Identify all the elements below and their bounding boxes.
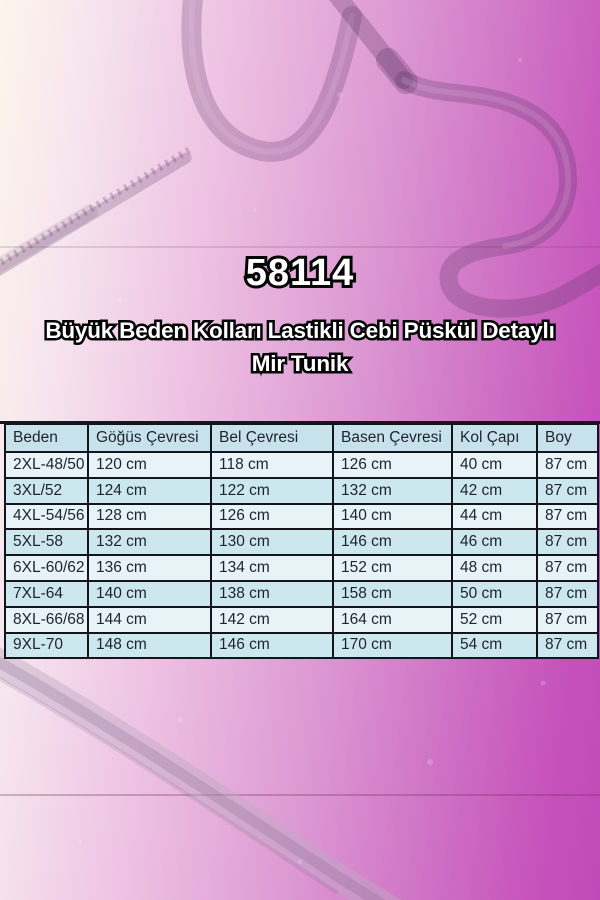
column-header: Basen Çevresi: [332, 423, 453, 453]
size-cell: 2XL-48/50: [4, 451, 89, 479]
size-cell: 48 cm: [451, 554, 538, 582]
size-cell: 142 cm: [210, 605, 334, 634]
size-cell: 134 cm: [210, 554, 334, 582]
product-title: Büyük Beden Kolları Lastikli Cebi Püskül…: [0, 314, 600, 380]
table-top-rule: [0, 421, 600, 424]
size-cell: 122 cm: [210, 476, 334, 505]
size-cell: 118 cm: [210, 451, 334, 479]
table-row: 5XL-58 132 cm 130 cm 146 cm 46 cm 87 cm: [4, 528, 599, 557]
size-cell: 42 cm: [451, 476, 538, 505]
size-table: Beden Göğüs Çevresi Bel Çevresi Basen Çevre…: [4, 423, 599, 660]
size-cell: 87 cm: [536, 476, 599, 505]
table-row: 3XL/52 124 cm 122 cm 132 cm 42 cm 87 cm: [4, 476, 599, 505]
size-cell: 40 cm: [451, 451, 538, 479]
size-cell: 3XL/52: [4, 476, 89, 505]
size-cell: 130 cm: [210, 528, 334, 557]
size-cell: 132 cm: [332, 476, 453, 505]
column-header: Bel Çevresi: [210, 423, 334, 453]
table-row: 9XL-70 148 cm 146 cm 170 cm 54 cm 87 cm: [4, 631, 599, 660]
column-header: Beden: [4, 423, 89, 453]
column-header: Kol Çapı: [451, 423, 538, 453]
product-title-line2: Mir Tunik: [249, 349, 351, 379]
table-row: 6XL-60/62 136 cm 134 cm 152 cm 48 cm 87 cm: [4, 554, 599, 582]
size-cell: 132 cm: [87, 528, 212, 557]
size-cell: 87 cm: [536, 502, 599, 531]
size-cell: 140 cm: [332, 502, 453, 531]
size-cell: 87 cm: [536, 631, 599, 660]
size-cell: 146 cm: [210, 631, 334, 660]
size-cell: 128 cm: [87, 502, 212, 531]
size-cell: 146 cm: [332, 528, 453, 557]
product-code: 58114: [243, 249, 357, 297]
size-cell: 4XL-54/56: [4, 502, 89, 531]
title-block: 58114 Büyük Beden Kolları Lastikli Cebi …: [0, 249, 600, 380]
size-cell: 52 cm: [451, 605, 538, 634]
size-cell: 164 cm: [332, 605, 453, 634]
size-cell: 126 cm: [210, 502, 334, 531]
product-title-line1: Büyük Beden Kolları Lastikli Cebi Püskül…: [43, 316, 557, 346]
size-cell: 87 cm: [536, 528, 599, 557]
size-cell: 46 cm: [451, 528, 538, 557]
table-row: 7XL-64 140 cm 138 cm 158 cm 50 cm 87 cm: [4, 579, 599, 608]
size-table-wrap: Beden Göğüs Çevresi Bel Çevresi Basen Çevre…: [4, 423, 599, 660]
size-cell: 87 cm: [536, 579, 599, 608]
size-cell: 44 cm: [451, 502, 538, 531]
size-cell: 152 cm: [332, 554, 453, 582]
header-row: Beden Göğüs Çevresi Bel Çevresi Basen Çevre…: [4, 423, 599, 453]
size-cell: 138 cm: [210, 579, 334, 608]
table-row: 8XL-66/68 144 cm 142 cm 164 cm 52 cm 87 cm: [4, 605, 599, 634]
size-cell: 158 cm: [332, 579, 453, 608]
size-cell: 50 cm: [451, 579, 538, 608]
table-row: 2XL-48/50 120 cm 118 cm 126 cm 40 cm 87 cm: [4, 451, 599, 479]
size-cell: 124 cm: [87, 476, 212, 505]
size-table-body: 2XL-48/50 120 cm 118 cm 126 cm 40 cm 87 cm 3XL…: [4, 451, 599, 660]
size-cell: 54 cm: [451, 631, 538, 660]
size-cell: 87 cm: [536, 554, 599, 582]
size-cell: 126 cm: [332, 451, 453, 479]
size-table-head: Beden Göğüs Çevresi Bel Çevresi Basen Çevre…: [4, 423, 599, 453]
size-cell: 87 cm: [536, 605, 599, 634]
speckles: [78, 58, 546, 864]
size-cell: 9XL-70: [4, 631, 89, 660]
column-header: Göğüs Çevresi: [87, 423, 212, 453]
size-cell: 140 cm: [87, 579, 212, 608]
size-cell: 6XL-60/62: [4, 554, 89, 582]
table-row: 4XL-54/56 128 cm 126 cm 140 cm 44 cm 87 cm: [4, 502, 599, 531]
size-cell: 8XL-66/68: [4, 605, 89, 634]
size-cell: 7XL-64: [4, 579, 89, 608]
size-cell: 148 cm: [87, 631, 212, 660]
size-cell: 87 cm: [536, 451, 599, 479]
size-cell: 144 cm: [87, 605, 212, 634]
size-cell: 120 cm: [87, 451, 212, 479]
size-cell: 5XL-58: [4, 528, 89, 557]
size-cell: 170 cm: [332, 631, 453, 660]
column-header: Boy: [536, 423, 599, 453]
size-cell: 136 cm: [87, 554, 212, 582]
